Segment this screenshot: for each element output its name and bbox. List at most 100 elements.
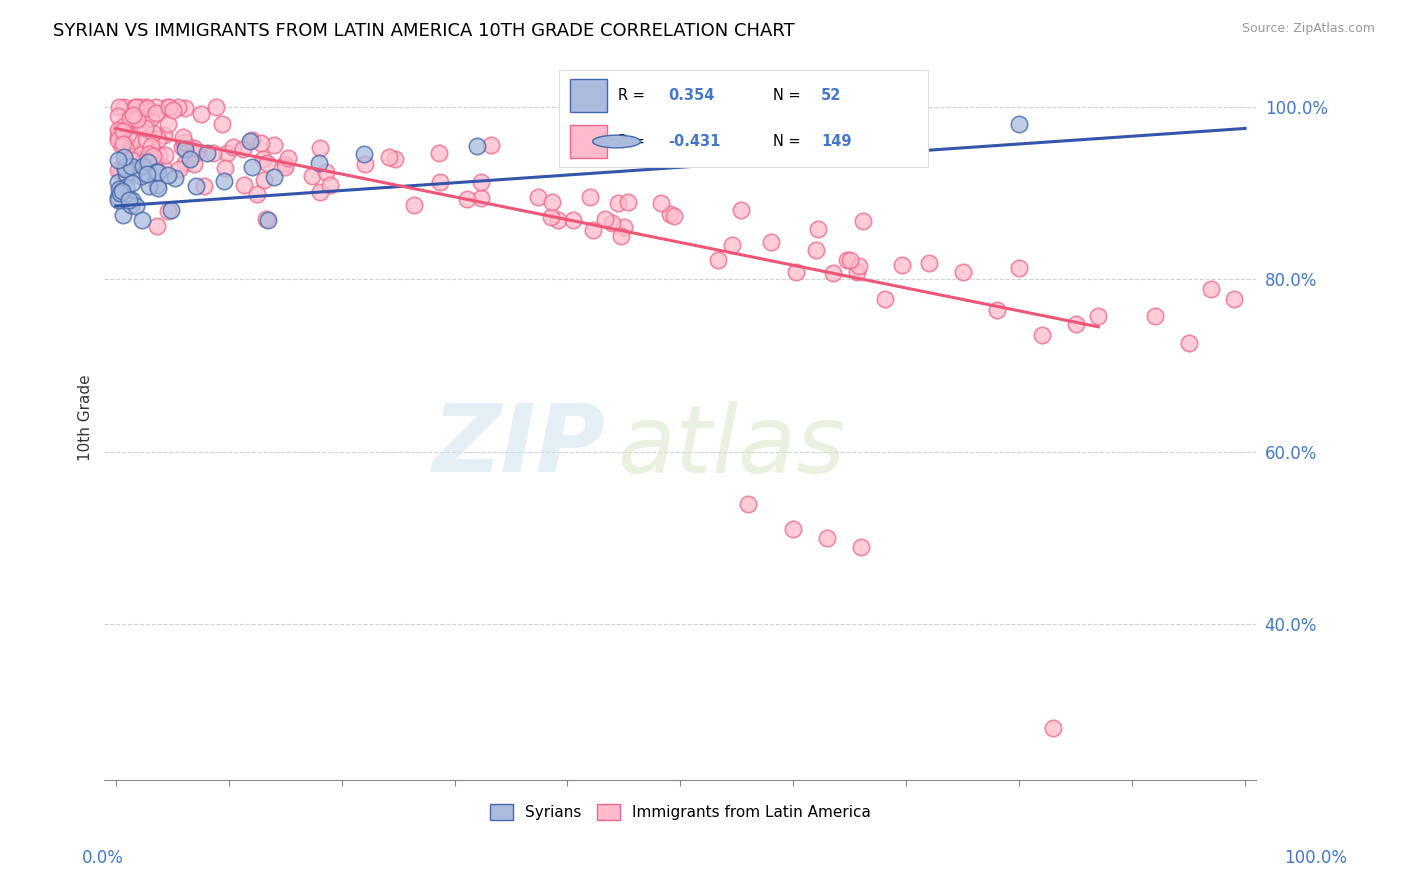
Text: Source: ZipAtlas.com: Source: ZipAtlas.com [1241, 22, 1375, 36]
Point [145, 100, 167, 114]
Point [378, 150, 401, 164]
Point [845, 265, 868, 279]
Point [263, 137, 285, 152]
Point [222, 139, 245, 153]
Point [837, 252, 859, 267]
Text: SYRIAN VS IMMIGRANTS FROM LATIN AMERICA 10TH GRADE CORRELATION CHART: SYRIAN VS IMMIGRANTS FROM LATIN AMERICA … [53, 22, 796, 40]
Point [353, 157, 375, 171]
Point [127, 152, 149, 166]
Point [110, 138, 132, 153]
Point [240, 133, 263, 147]
Point [120, 159, 142, 173]
Point [145, 165, 167, 179]
Point [162, 103, 184, 117]
Point [107, 162, 129, 177]
Point [838, 252, 860, 267]
Point [173, 135, 195, 149]
Point [155, 148, 177, 162]
Point [125, 100, 148, 114]
Point [890, 258, 912, 272]
Point [170, 140, 193, 154]
Point [541, 195, 564, 210]
Point [952, 265, 974, 279]
Point [591, 130, 613, 145]
Point [174, 101, 197, 115]
Point [120, 112, 142, 127]
Point [107, 175, 129, 189]
Point [274, 161, 297, 175]
Point [146, 219, 169, 233]
Point [610, 229, 633, 244]
Point [257, 212, 280, 227]
Point [125, 112, 148, 127]
Point [108, 125, 131, 139]
Point [707, 253, 730, 268]
Point [429, 175, 451, 189]
Point [730, 203, 752, 218]
Point [186, 179, 208, 194]
Point [121, 153, 143, 167]
Point [212, 174, 235, 188]
Point [186, 146, 208, 161]
Point [173, 155, 195, 169]
Point [384, 152, 406, 166]
Point [214, 161, 236, 175]
Text: atlas: atlas [617, 401, 845, 491]
Point [195, 145, 218, 160]
Point [114, 160, 136, 174]
Point [239, 134, 262, 148]
Text: ZIP: ZIP [433, 401, 606, 492]
Point [110, 184, 132, 198]
Point [128, 111, 150, 125]
Point [232, 178, 254, 192]
Point [250, 136, 273, 150]
Point [650, 196, 672, 211]
Point [319, 178, 342, 193]
Point [121, 193, 143, 207]
Point [156, 203, 179, 218]
Point [108, 100, 131, 114]
Point [613, 219, 636, 234]
Point [986, 302, 1008, 317]
Point [107, 133, 129, 147]
Point [201, 146, 224, 161]
Point [132, 159, 155, 173]
Y-axis label: 10th Grade: 10th Grade [79, 374, 93, 460]
Point [107, 130, 129, 145]
Point [1199, 282, 1222, 296]
Point [174, 142, 197, 156]
Point [527, 190, 550, 204]
Point [167, 161, 190, 176]
Point [153, 128, 176, 142]
Point [179, 141, 201, 155]
Point [427, 146, 450, 161]
Point [600, 216, 623, 230]
Point [134, 120, 156, 135]
Point [129, 100, 152, 114]
Point [308, 156, 330, 170]
Point [110, 164, 132, 178]
Point [135, 100, 157, 114]
Point [131, 212, 153, 227]
Point [725, 126, 748, 140]
Point [204, 100, 226, 114]
Point [136, 154, 159, 169]
Point [172, 129, 194, 144]
Point [263, 170, 285, 185]
Point [125, 199, 148, 213]
Point [918, 255, 941, 269]
Point [183, 157, 205, 171]
Point [404, 198, 426, 212]
Point [146, 132, 169, 146]
Point [662, 209, 685, 223]
Point [579, 190, 602, 204]
Point [148, 148, 170, 162]
Point [114, 153, 136, 168]
Point [1042, 721, 1064, 735]
Point [115, 142, 138, 156]
Point [107, 123, 129, 137]
Point [785, 265, 807, 279]
Point [138, 147, 160, 161]
Point [804, 243, 827, 257]
Point [112, 120, 135, 134]
